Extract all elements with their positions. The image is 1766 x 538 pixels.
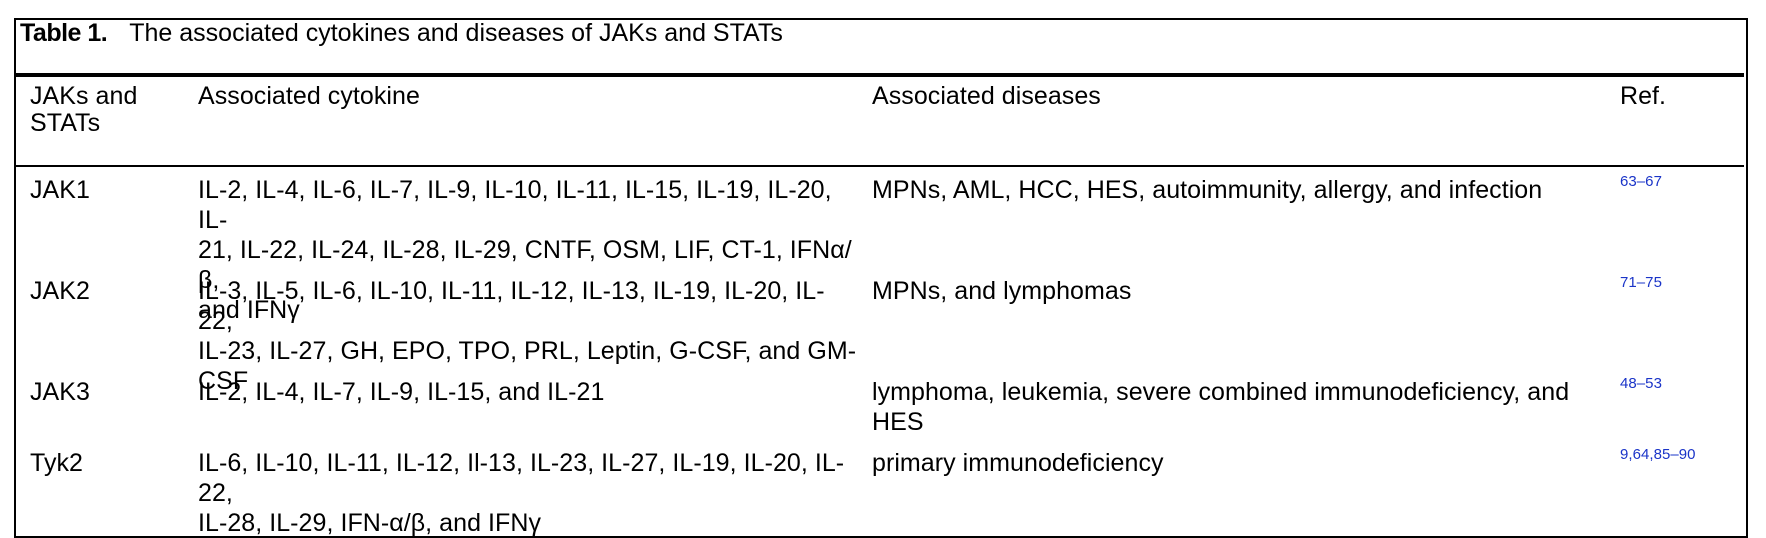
- cytokine-line: CSF: [198, 367, 249, 395]
- header-jaks-stats: JAKs and STATs: [30, 81, 190, 136]
- row-ref-jak1-link[interactable]: 63–67: [1620, 173, 1662, 190]
- row-diseases-jak2: MPNs, and lymphomas: [872, 276, 1612, 306]
- row-name-tyk2: Tyk2: [30, 449, 83, 477]
- header-associated-cytokine: Associated cytokine: [198, 82, 420, 110]
- cytokine-line: IL-2, IL-4, IL-6, IL-7, IL-9, IL-10, IL-…: [198, 176, 832, 234]
- row-diseases-tyk2: primary immunodeficiency: [872, 448, 1612, 478]
- header-bottom-rule: [14, 165, 1744, 167]
- header-jaks-stats-line-1: JAKs and: [30, 82, 138, 110]
- disease-line: MPNs, AML, HCC, HES, autoimmunity, aller…: [872, 176, 1543, 204]
- header-associated-diseases: Associated diseases: [872, 82, 1101, 110]
- row-cytokines-tyk2: IL-6, IL-10, IL-11, IL-12, Il-13, IL-23,…: [198, 448, 858, 538]
- row-cytokines-jak2: IL-3, IL-5, IL-6, IL-10, IL-11, IL-12, I…: [198, 276, 858, 396]
- row-ref-jak2-link[interactable]: 71–75: [1620, 274, 1662, 291]
- disease-line: HES: [872, 408, 924, 436]
- cytokine-line: IL-23, IL-27, GH, EPO, TPO, PRL, Leptin,…: [198, 337, 857, 365]
- row-diseases-jak1: MPNs, AML, HCC, HES, autoimmunity, aller…: [872, 175, 1612, 205]
- cytokine-line: IL-2, IL-4, IL-7, IL-9, IL-15, and IL-21: [198, 378, 605, 406]
- disease-line: MPNs, and lymphomas: [872, 277, 1132, 305]
- header-top-rule: [14, 73, 1744, 77]
- header-ref: Ref.: [1620, 82, 1667, 110]
- row-name-jak3: JAK3: [30, 378, 90, 406]
- row-name-jak1: JAK1: [30, 176, 90, 204]
- row-cytokines-jak3: IL-2, IL-4, IL-7, IL-9, IL-15, and IL-21: [198, 377, 858, 407]
- table-caption: Table 1. The associated cytokines and dis…: [20, 18, 783, 48]
- cytokine-line: IL-3, IL-5, IL-6, IL-10, IL-11, IL-12, I…: [198, 277, 825, 335]
- row-name-jak2: JAK2: [30, 277, 90, 305]
- row-cytokines-jak1: IL-2, IL-4, IL-6, IL-7, IL-9, IL-10, IL-…: [198, 175, 858, 325]
- disease-line: primary immunodeficiency: [872, 449, 1164, 477]
- row-diseases-jak3: lymphoma, leukemia, severe combined immu…: [872, 377, 1612, 437]
- cytokine-line: 21, IL-22, IL-24, IL-28, IL-29, CNTF, OS…: [198, 236, 852, 294]
- row-ref-jak3-link[interactable]: 48–53: [1620, 375, 1662, 392]
- table-caption-label: Table 1.: [20, 19, 108, 47]
- cytokine-line: IL-6, IL-10, IL-11, IL-12, Il-13, IL-23,…: [198, 449, 845, 507]
- row-ref-tyk2-link[interactable]: 9,64,85–90: [1620, 446, 1696, 463]
- table-caption-title: The associated cytokines and diseases of…: [129, 19, 783, 47]
- cytokine-line: and IFNγ: [198, 296, 300, 324]
- disease-line: lymphoma, leukemia, severe combined immu…: [872, 378, 1570, 406]
- header-jaks-stats-line-2: STATs: [30, 109, 101, 137]
- cytokine-line: IL-28, IL-29, IFN-α/β, and IFNγ: [198, 509, 541, 537]
